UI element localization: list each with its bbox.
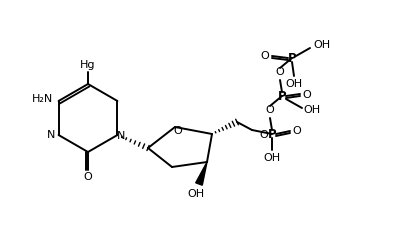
Text: O: O <box>292 126 301 136</box>
Text: O: O <box>174 126 182 136</box>
Text: O: O <box>302 90 311 100</box>
Text: OH: OH <box>188 189 205 199</box>
Text: P: P <box>278 89 286 103</box>
Text: N: N <box>117 131 126 141</box>
Polygon shape <box>196 162 207 185</box>
Text: Hg: Hg <box>80 60 96 70</box>
Text: P: P <box>288 51 296 64</box>
Text: H₂N: H₂N <box>32 94 53 104</box>
Text: OH: OH <box>303 105 320 115</box>
Text: N: N <box>47 130 56 140</box>
Text: O: O <box>266 105 275 115</box>
Text: OH: OH <box>314 40 330 50</box>
Text: O: O <box>261 51 269 61</box>
Text: O: O <box>260 130 269 140</box>
Text: P: P <box>268 128 277 140</box>
Text: OH: OH <box>285 79 302 89</box>
Text: OH: OH <box>263 153 280 163</box>
Text: O: O <box>84 172 93 182</box>
Text: O: O <box>276 67 284 77</box>
